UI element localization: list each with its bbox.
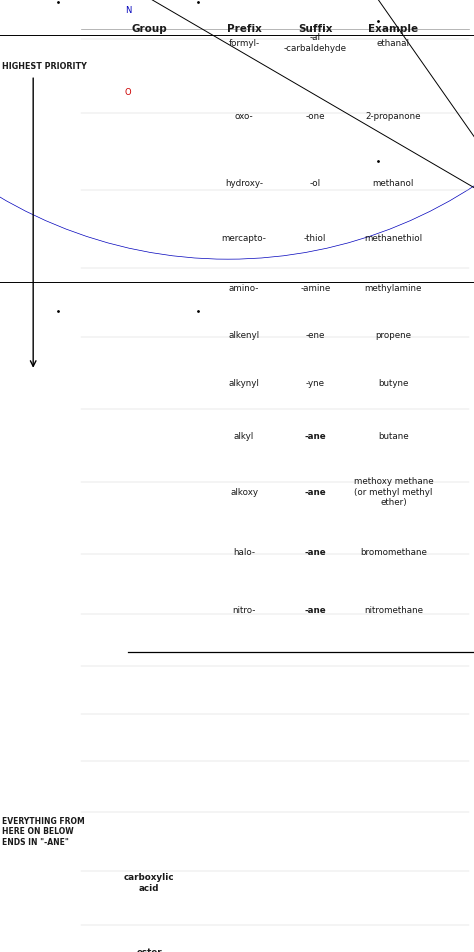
Text: alkyl: alkyl bbox=[234, 432, 254, 441]
Text: butyne: butyne bbox=[378, 379, 409, 387]
Text: ethanal: ethanal bbox=[377, 39, 410, 48]
Text: propene: propene bbox=[375, 331, 411, 340]
Text: methanethiol: methanethiol bbox=[365, 234, 422, 243]
Text: Prefix: Prefix bbox=[227, 24, 262, 33]
Text: nitro-: nitro- bbox=[232, 605, 256, 614]
Text: oxo-: oxo- bbox=[235, 112, 254, 121]
Text: bromomethane: bromomethane bbox=[360, 548, 427, 557]
Text: Example: Example bbox=[368, 24, 419, 33]
Text: methanol: methanol bbox=[373, 179, 414, 188]
Text: O: O bbox=[125, 88, 131, 96]
Text: EVERYTHING FROM
HERE ON BELOW
ENDS IN "-ANE": EVERYTHING FROM HERE ON BELOW ENDS IN "-… bbox=[2, 816, 85, 846]
Text: methylamine: methylamine bbox=[365, 284, 422, 292]
Text: amino-: amino- bbox=[229, 284, 259, 292]
Text: -ane: -ane bbox=[304, 432, 326, 441]
Text: halo-: halo- bbox=[233, 548, 255, 557]
Text: hydroxy-: hydroxy- bbox=[225, 179, 263, 188]
Text: -al
-carbaldehyde: -al -carbaldehyde bbox=[284, 33, 346, 52]
Text: -ane: -ane bbox=[304, 605, 326, 614]
Text: mercapto-: mercapto- bbox=[222, 234, 266, 243]
Text: alkynyl: alkynyl bbox=[228, 379, 260, 387]
Text: alkenyl: alkenyl bbox=[228, 331, 260, 340]
Text: ester: ester bbox=[137, 946, 162, 952]
Text: HIGHEST PRIORITY: HIGHEST PRIORITY bbox=[2, 62, 87, 71]
Text: methoxy methane
(or methyl methyl
ether): methoxy methane (or methyl methyl ether) bbox=[354, 477, 433, 506]
Text: -ene: -ene bbox=[306, 331, 325, 340]
Text: -amine: -amine bbox=[300, 284, 330, 292]
Text: alkoxy: alkoxy bbox=[230, 487, 258, 496]
Text: butane: butane bbox=[378, 432, 409, 441]
Text: carboxylic
acid: carboxylic acid bbox=[124, 872, 174, 892]
Text: -yne: -yne bbox=[306, 379, 325, 387]
Text: formyl-: formyl- bbox=[228, 39, 260, 48]
Text: N: N bbox=[125, 6, 131, 14]
Text: -ane: -ane bbox=[304, 487, 326, 496]
Text: Suffix: Suffix bbox=[298, 24, 332, 33]
Text: Group: Group bbox=[131, 24, 167, 33]
Text: nitromethane: nitromethane bbox=[364, 605, 423, 614]
Text: -one: -one bbox=[305, 112, 325, 121]
Text: 2-propanone: 2-propanone bbox=[365, 112, 421, 121]
Text: -thiol: -thiol bbox=[304, 234, 327, 243]
Text: -ol: -ol bbox=[310, 179, 321, 188]
Text: -ane: -ane bbox=[304, 548, 326, 557]
